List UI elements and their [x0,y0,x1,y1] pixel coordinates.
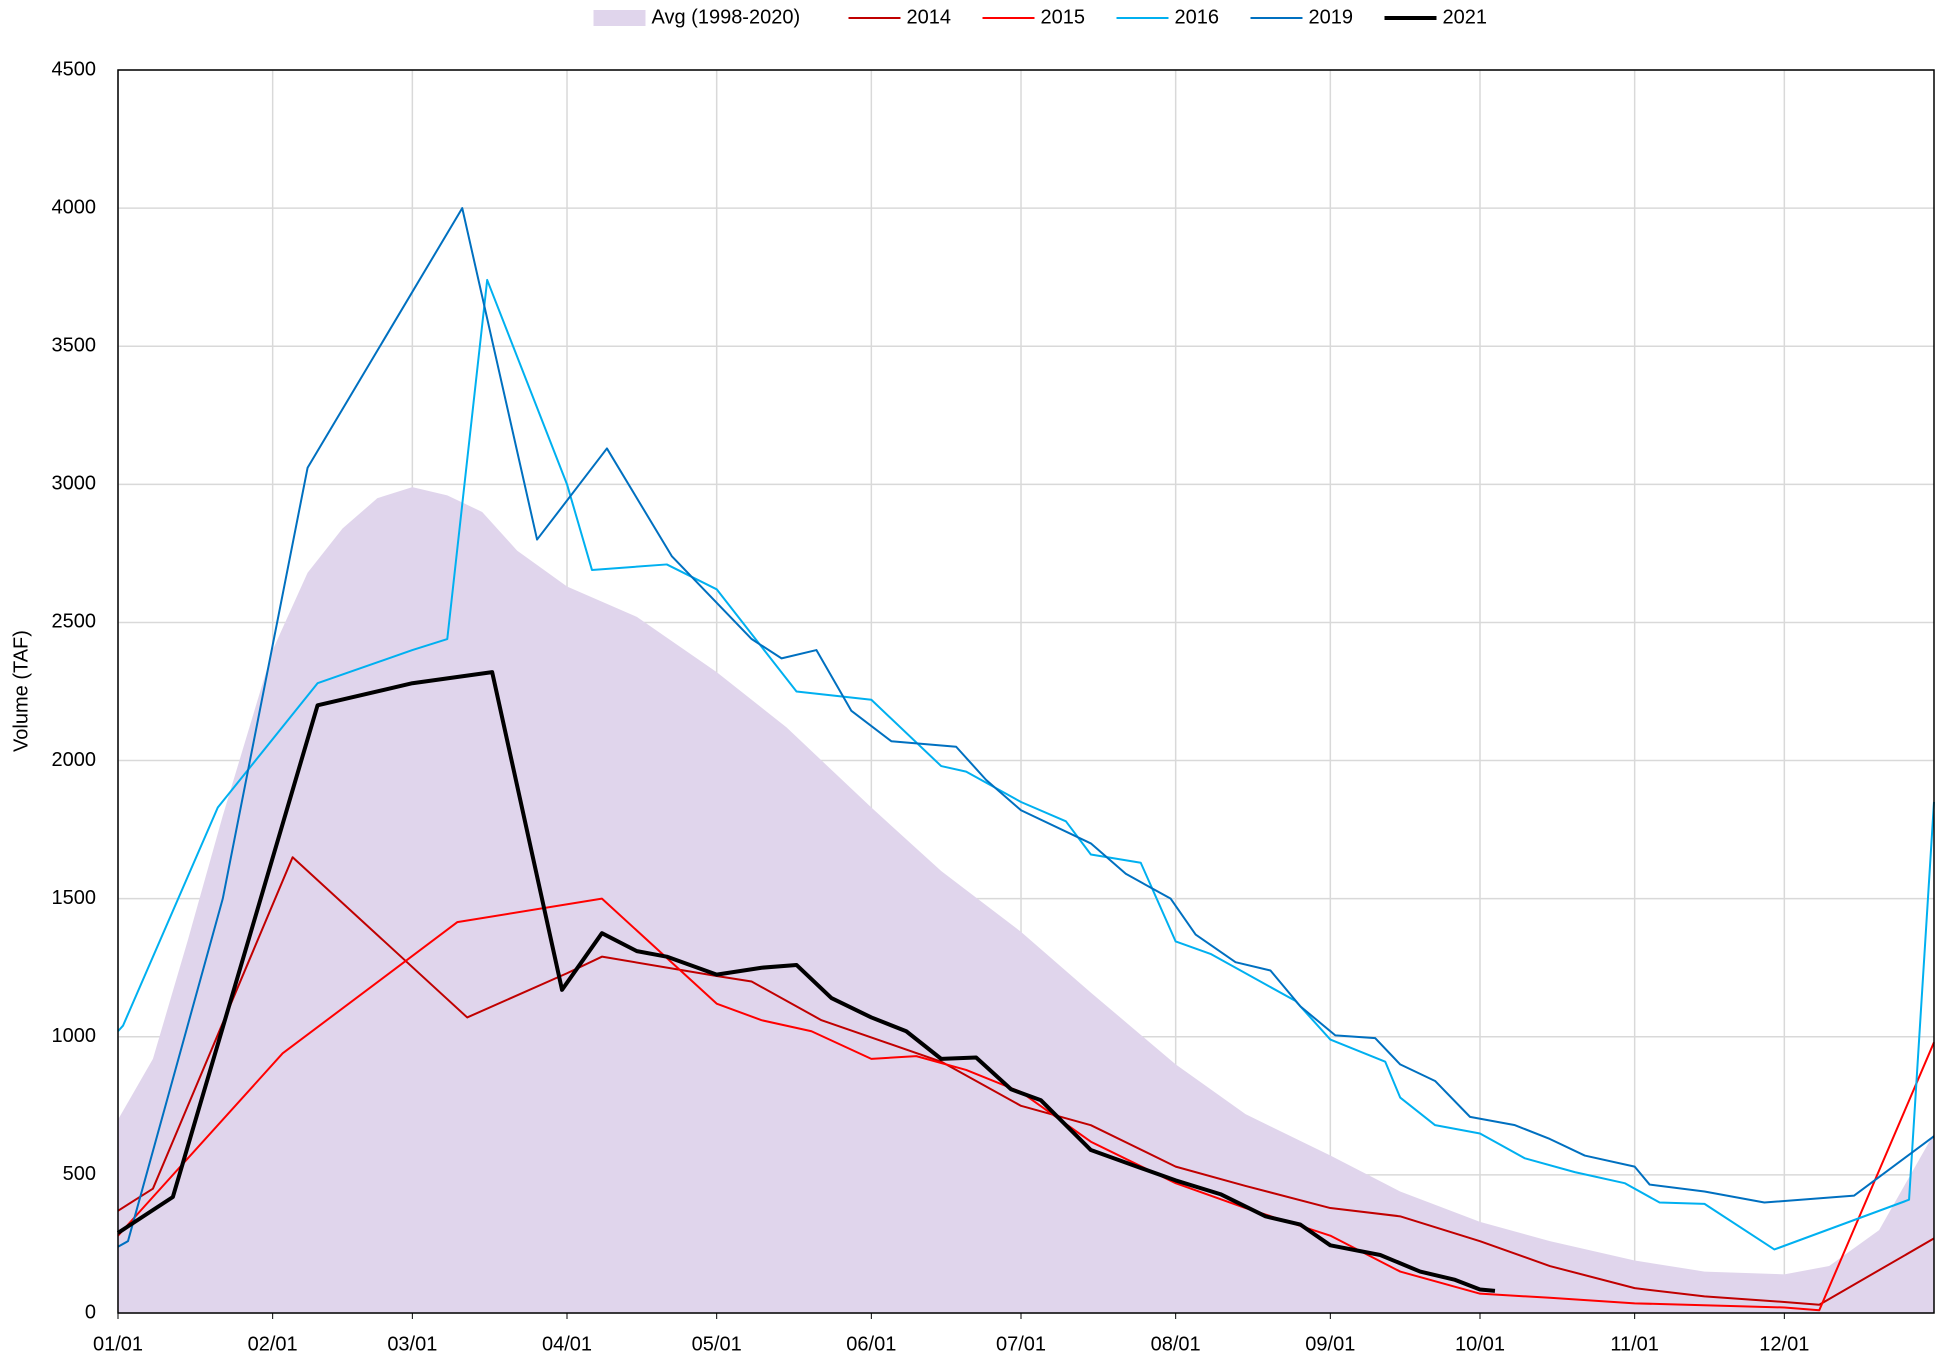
line [117,278,1935,1251]
y-tick-label: 2000 [52,749,97,771]
x-tick-label: 09/01 [1305,1333,1355,1355]
legend-label: 2021 [1443,6,1488,28]
legend-label: 2019 [1309,6,1354,28]
plot-frame [117,69,1935,1314]
x-tick-label: 07/01 [996,1333,1046,1355]
x-tick-label: 02/01 [248,1333,298,1355]
y-axis-title: Volume (TAF) [10,630,32,752]
x-tick-label: 11/01 [1610,1333,1659,1355]
x-tick-label: 10/01 [1455,1333,1505,1355]
y-tick-label: 1000 [52,1025,97,1047]
line [117,207,1935,1248]
y-tick-label: 3000 [52,473,97,495]
area [118,487,1934,1313]
x-tick-label: 05/01 [692,1333,742,1355]
x-tick-label: 12/01 [1759,1333,1809,1355]
x-tick-label: 01/01 [93,1333,143,1355]
line [116,670,1496,1293]
legend-swatch [593,10,646,26]
legend-label: 2014 [907,6,952,28]
y-tick-label: 0 [85,1301,96,1323]
x-tick-label: 08/01 [1151,1333,1201,1355]
line [117,856,1935,1306]
legend-label: 2016 [1175,6,1220,28]
y-tick-label: 1500 [52,887,97,909]
y-tick-label: 4500 [52,58,97,80]
y-tick-label: 3500 [52,335,97,357]
legend-label: 2015 [1041,6,1086,28]
y-tick-label: 4000 [52,196,97,218]
x-tick-label: 06/01 [846,1333,896,1355]
y-tick-label: 2500 [52,611,97,633]
y-tick-label: 500 [63,1163,96,1185]
x-tick-label: 03/01 [387,1333,437,1355]
x-tick-label: 04/01 [542,1333,592,1355]
legend-label: Avg (1998-2020) [652,6,801,28]
